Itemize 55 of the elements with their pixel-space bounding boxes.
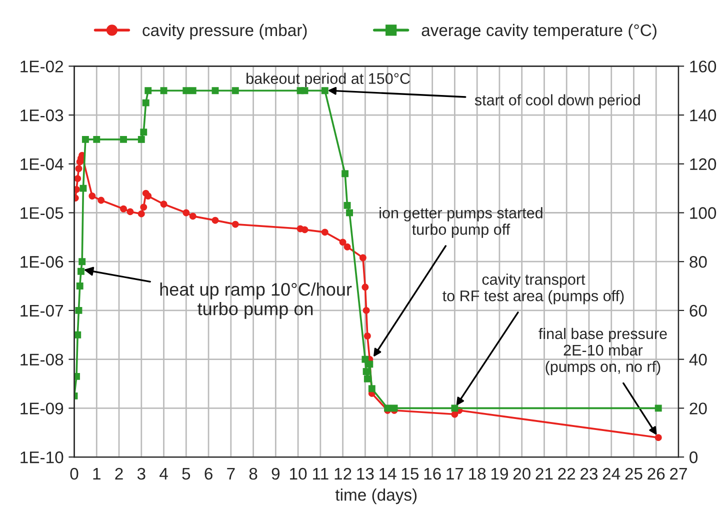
y2-tick-label: 40 xyxy=(689,354,707,366)
x-tick-label: 25 xyxy=(625,468,642,480)
x-tick-label: 13 xyxy=(357,468,374,480)
x-tick-label: 2 xyxy=(115,468,123,480)
x-tick-label: 7 xyxy=(227,468,235,480)
x-tick-label: 27 xyxy=(670,468,687,480)
y-tick-label: 1E-09 xyxy=(20,402,64,414)
y2-tick-label: 0 xyxy=(690,451,698,464)
y-tick-label: 1E-02 xyxy=(20,60,64,72)
x-tick-label: 15 xyxy=(402,468,419,480)
y2-tick-label: 160 xyxy=(690,60,716,72)
y2-tick-label: 80 xyxy=(690,256,707,268)
annotation: cavity transport to RF test area (pumps off) xyxy=(442,274,624,304)
x-tick-label: 22 xyxy=(558,468,576,480)
annotation: heat up ramp 10°C/hour turbo pump on xyxy=(160,282,352,319)
x-tick-label: 19 xyxy=(491,468,508,480)
y-tick-label: 1E-06 xyxy=(20,256,64,268)
x-tick-label: 0 xyxy=(70,468,78,480)
x-tick-label: 6 xyxy=(204,468,212,480)
x-tick-label: 21 xyxy=(536,468,553,480)
y2-tick-label: 60 xyxy=(690,304,707,317)
x-tick-label: 24 xyxy=(602,468,620,480)
y2-tick-label: 100 xyxy=(690,207,716,219)
y-tick-label: 1E-03 xyxy=(20,109,64,122)
x-tick-label: 1 xyxy=(93,468,100,480)
x-tick-label: 14 xyxy=(380,468,396,480)
legend-label: cavity pressure (mbar) xyxy=(142,24,307,40)
annotation: start of cool down period xyxy=(474,94,640,108)
x-tick-label: 18 xyxy=(469,468,486,480)
x-tick-label: 26 xyxy=(648,468,665,480)
x-tick-label: 11 xyxy=(313,468,328,480)
x-tick-label: 9 xyxy=(272,468,280,480)
x-axis-title: time (days) xyxy=(335,488,417,504)
y-tick-label: 1E-07 xyxy=(20,304,64,317)
y-tick-label: 1E-08 xyxy=(20,354,64,366)
y2-tick-label: 120 xyxy=(690,158,716,170)
y-tick-label: 1E-05 xyxy=(20,207,64,219)
x-tick-label: 4 xyxy=(160,468,168,480)
annotation: final base pressure 2E-10 mbar (pumps on, no rf) xyxy=(538,328,667,376)
y2-tick-label: 20 xyxy=(690,402,707,414)
x-tick-label: 8 xyxy=(249,468,258,480)
y-tick-label: 1E-04 xyxy=(20,158,64,170)
legend-label: average cavity temperature (°C) xyxy=(422,24,656,40)
x-tick-label: 23 xyxy=(580,468,598,480)
x-tick-label: 5 xyxy=(182,468,190,480)
y-tick-label: 1E-10 xyxy=(20,451,64,464)
x-tick-label: 10 xyxy=(290,468,307,480)
x-tick-label: 16 xyxy=(424,468,441,480)
y2-tick-label: 140 xyxy=(690,109,716,122)
x-tick-label: 3 xyxy=(137,468,146,480)
annotation: bakeout period at 150°C xyxy=(246,72,410,87)
x-tick-label: 20 xyxy=(513,468,530,480)
x-tick-label: 17 xyxy=(446,468,464,480)
x-tick-label: 12 xyxy=(334,468,352,480)
annotation: ion getter pumps started turbo pump off xyxy=(380,207,542,238)
